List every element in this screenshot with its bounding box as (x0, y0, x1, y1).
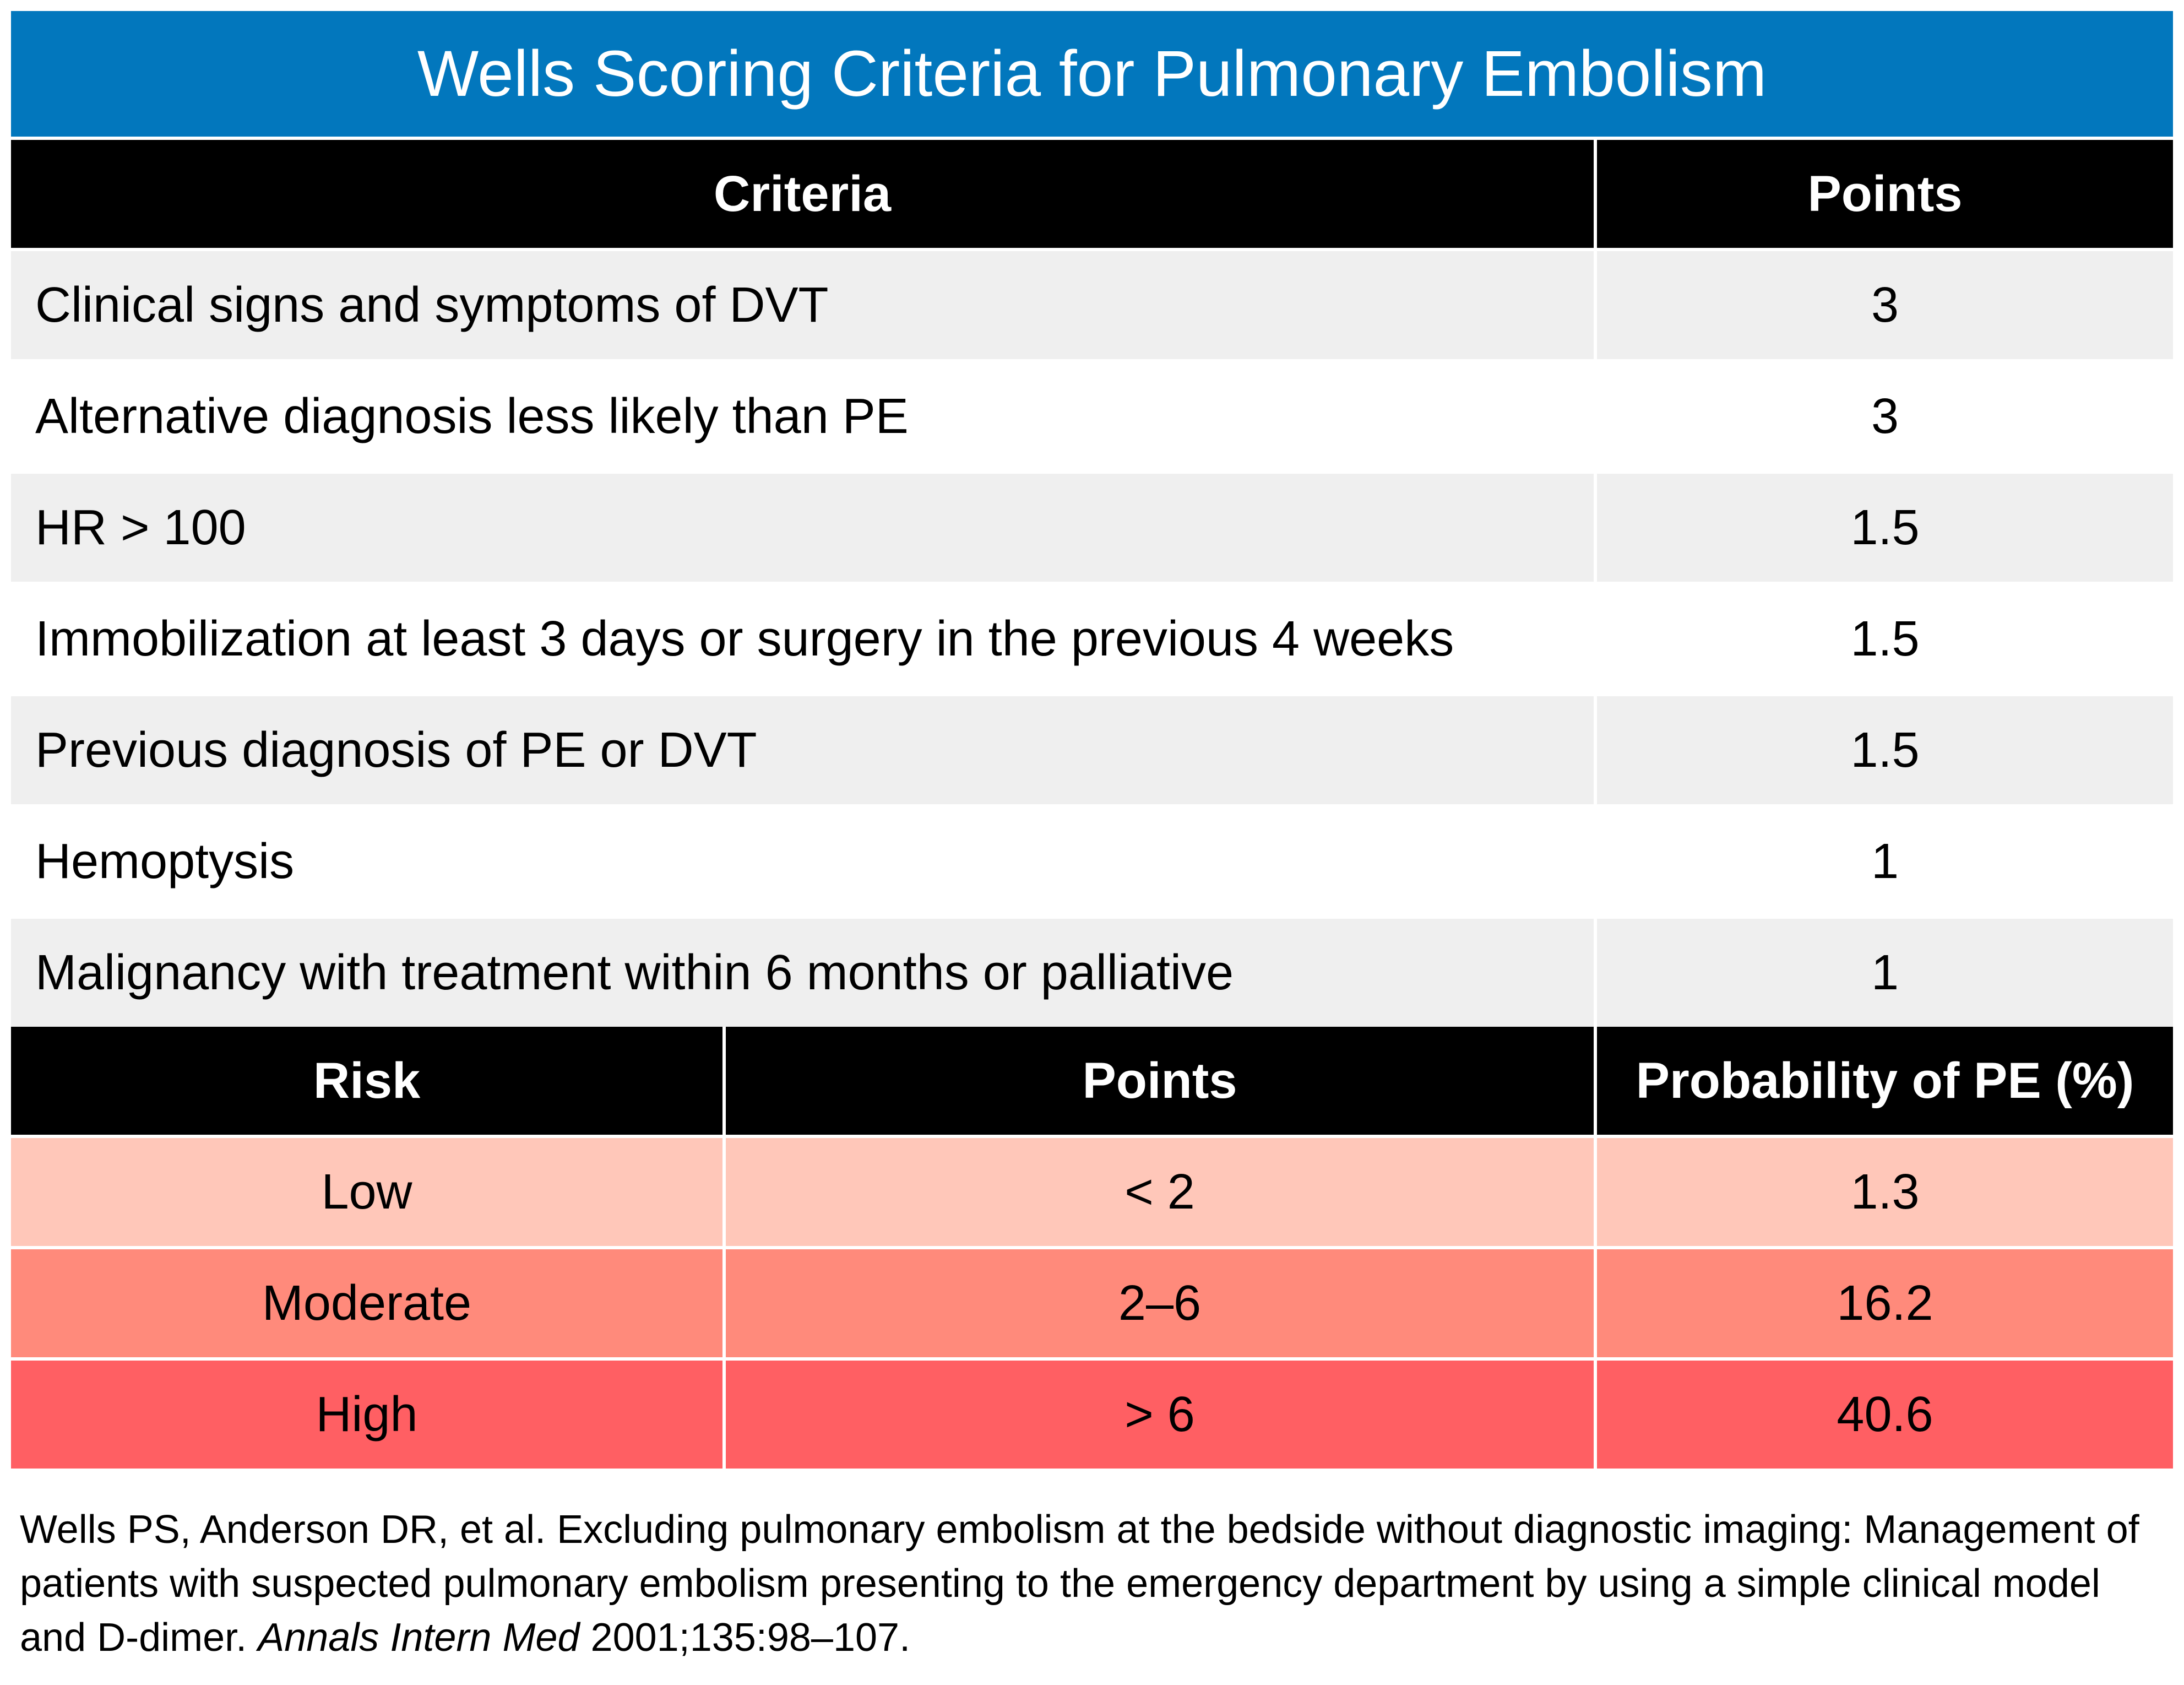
risk-points-cell: > 6 (726, 1361, 1594, 1469)
points-cell: 1.5 (1597, 585, 2173, 693)
risk-cell: High (11, 1361, 722, 1469)
reference-text: Wells PS, Anderson DR, et al. Excluding … (20, 1508, 2139, 1660)
probability-cell: 40.6 (1597, 1361, 2173, 1469)
criteria-cell: Clinical signs and symptoms of DVT (11, 251, 1594, 359)
criteria-cell: Previous diagnosis of PE or DVT (11, 696, 1594, 804)
probability-cell: 1.3 (1597, 1138, 2173, 1246)
risk-cell: Low (11, 1138, 722, 1246)
criteria-cell: Malignancy with treatment within 6 month… (11, 919, 1594, 1027)
reference-journal: Annals Intern Med (258, 1616, 580, 1660)
page-title: Wells Scoring Criteria for Pulmonary Emb… (11, 11, 2173, 137)
reference-citation: Wells PS, Anderson DR, et al. Excluding … (20, 1503, 2167, 1665)
points-cell: 3 (1597, 251, 2173, 359)
points-header: Points (1597, 140, 2173, 248)
risk-points-header: Points (726, 1027, 1594, 1135)
risk-cell: Moderate (11, 1249, 722, 1357)
points-cell: 3 (1597, 362, 2173, 470)
criteria-header: Criteria (11, 140, 1594, 248)
risk-points-cell: 2–6 (726, 1249, 1594, 1357)
probability-header: Probability of PE (%) (1597, 1027, 2173, 1135)
criteria-table: Criteria Points Clinical signs and sympt… (11, 140, 2173, 1027)
risk-table: Risk Points Probability of PE (%) Low < … (11, 1027, 2173, 1469)
risk-points-cell: < 2 (726, 1138, 1594, 1246)
points-cell: 1.5 (1597, 696, 2173, 804)
criteria-cell: Alternative diagnosis less likely than P… (11, 362, 1594, 470)
criteria-cell: Immobilization at least 3 days or surger… (11, 585, 1594, 693)
probability-cell: 16.2 (1597, 1249, 2173, 1357)
points-cell: 1.5 (1597, 474, 2173, 582)
criteria-cell: HR > 100 (11, 474, 1594, 582)
risk-header: Risk (11, 1027, 722, 1135)
points-cell: 1 (1597, 808, 2173, 915)
criteria-cell: Hemoptysis (11, 808, 1594, 915)
points-cell: 1 (1597, 919, 2173, 1027)
reference-volume: 2001;135:98–107. (579, 1616, 911, 1660)
